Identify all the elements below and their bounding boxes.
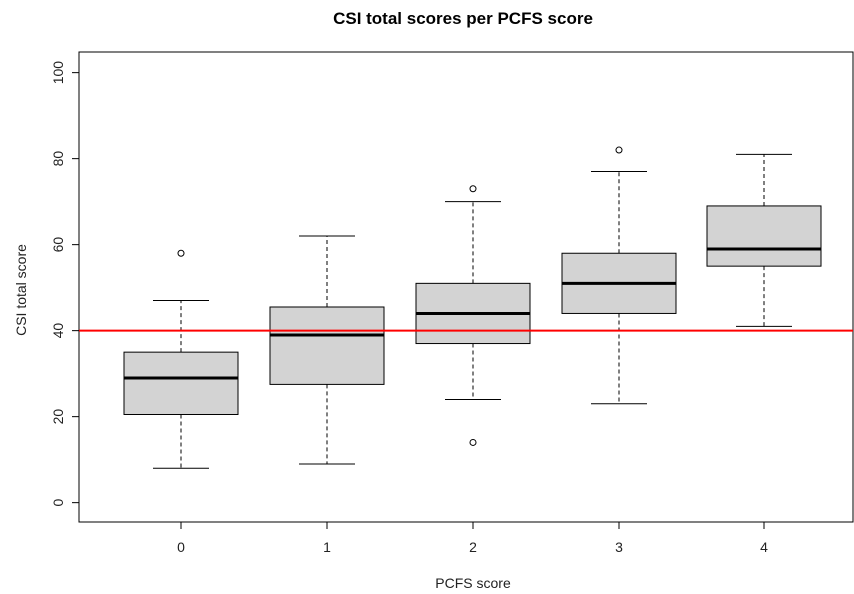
chart-title: CSI total scores per PCFS score bbox=[333, 9, 593, 28]
x-tick-label-3: 3 bbox=[615, 539, 623, 555]
y-tick-label-100: 100 bbox=[50, 61, 66, 85]
y-tick-label-80: 80 bbox=[50, 151, 66, 167]
box-4 bbox=[706, 205, 822, 267]
x-tick-label-4: 4 bbox=[760, 539, 768, 555]
y-tick-label-60: 60 bbox=[50, 237, 66, 253]
outlier-2-0 bbox=[469, 185, 477, 193]
y-axis-label: CSI total score bbox=[13, 244, 29, 336]
y-tick-label-0: 0 bbox=[50, 499, 66, 507]
y-tick-label-20: 20 bbox=[50, 409, 66, 425]
x-axis-label: PCFS score bbox=[435, 575, 511, 591]
outlier-2-1 bbox=[469, 438, 477, 446]
x-tick-label-0: 0 bbox=[177, 539, 185, 555]
y-tick-label-40: 40 bbox=[50, 323, 66, 339]
outlier-0-0 bbox=[177, 249, 185, 257]
x-tick-label-2: 2 bbox=[469, 539, 477, 555]
x-tick-label-1: 1 bbox=[323, 539, 331, 555]
plot-area: 0 20 40 60 80 100 0 1 2 3 4 bbox=[50, 51, 854, 555]
box-0 bbox=[123, 351, 239, 415]
plot-frame bbox=[78, 51, 854, 523]
outlier-3-0 bbox=[615, 146, 623, 154]
box-1 bbox=[269, 306, 385, 385]
